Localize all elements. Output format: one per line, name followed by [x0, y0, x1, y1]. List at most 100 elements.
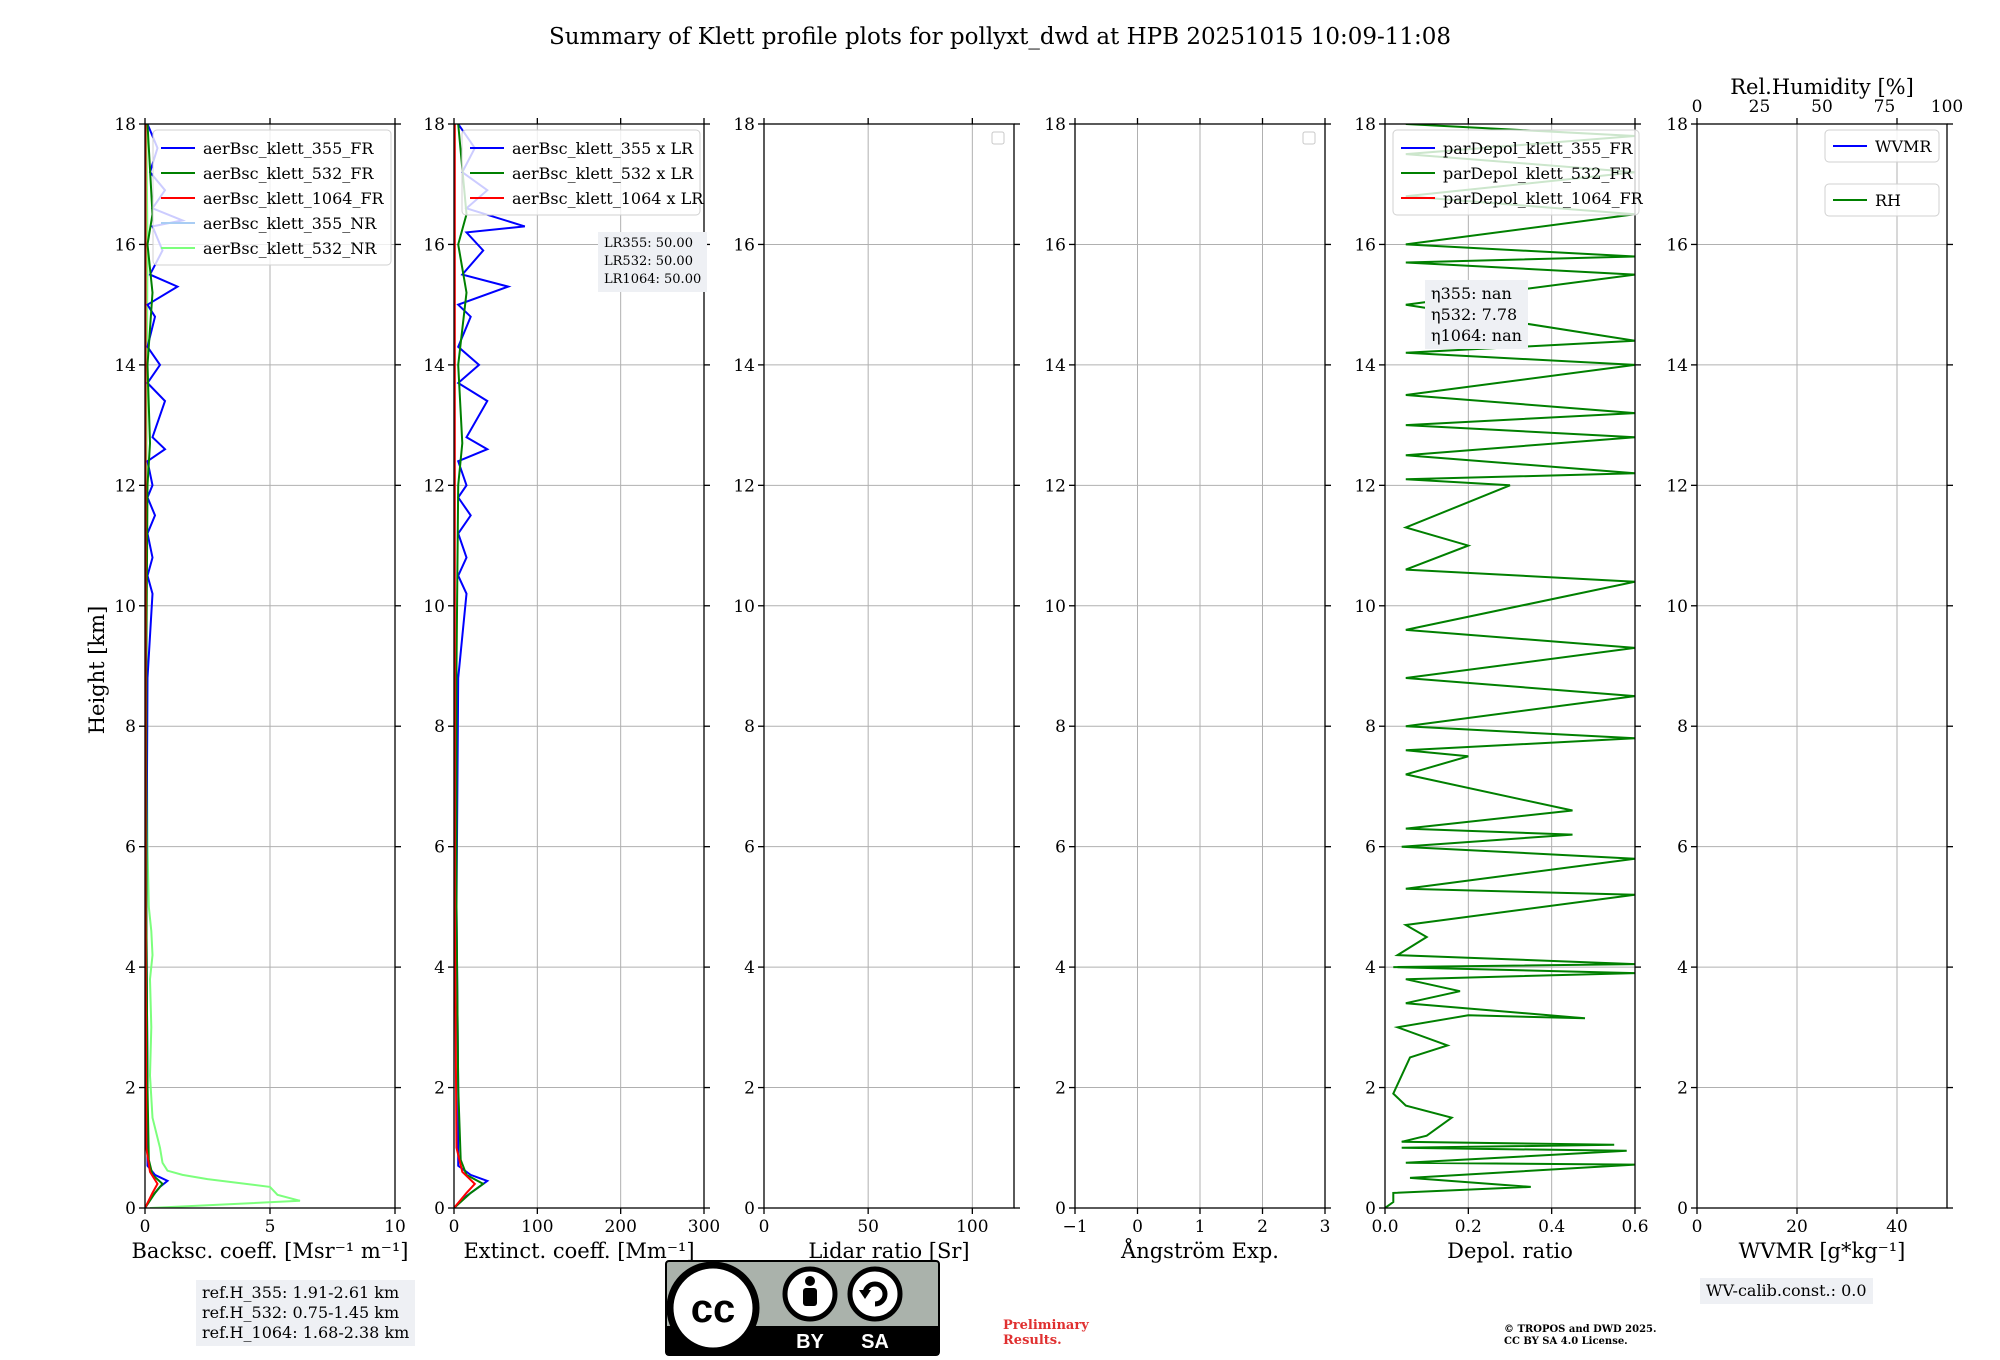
xtick-label-lidar-ratio: 50 [857, 1217, 879, 1237]
xtick-label-depolarization: 0.2 [1455, 1217, 1482, 1237]
x-axis-label-depolarization: Depol. ratio [1447, 1239, 1573, 1263]
ytick-label-water-vapor: 16 [1666, 235, 1688, 255]
legend-label-wvmr: WVMR [1875, 137, 1932, 156]
depol-calibration-annotation: η355: nan η532: 7.78 η1064: nan [1425, 280, 1528, 349]
ytick-label-extinction: 12 [423, 476, 445, 496]
preliminary-line-1: Preliminary [1003, 1318, 1089, 1333]
series-line-aerbsc-klett-532-x-lr [454, 124, 486, 1208]
ytick-label-angstroem: 6 [1055, 838, 1066, 858]
ytick-label-lidar-ratio: 4 [744, 958, 755, 978]
xtick-label-extinction: 100 [521, 1217, 553, 1237]
ytick-label-extinction: 16 [423, 235, 445, 255]
ref-height-355: ref.H_355: 1.91-2.61 km [202, 1283, 400, 1302]
xtick-label-extinction: 200 [604, 1217, 636, 1237]
ref-height-1064: ref.H_1064: 1.68-2.38 km [202, 1323, 410, 1342]
x-axis-label-water-vapor: WVMR [g*kg⁻¹] [1739, 1239, 1906, 1263]
ytick-label-lidar-ratio: 18 [733, 115, 755, 135]
axes-frame-water-vapor [1696, 123, 1948, 1209]
empty-legend-angstroem [1302, 131, 1316, 145]
ytick-label-angstroem: 12 [1044, 476, 1066, 496]
ytick-label-water-vapor: 12 [1666, 476, 1688, 496]
legend-label-pardepol-klett-532-fr: parDepol_klett_532_FR [1443, 164, 1634, 183]
ytick-label-depolarization: 16 [1354, 235, 1376, 255]
ytick-label-backscatter: 16 [114, 235, 136, 255]
preliminary-line-2: Results. [1003, 1333, 1062, 1348]
legend-label-aerbsc-klett-1064-fr: aerBsc_klett_1064_FR [203, 189, 385, 208]
ytick-label-angstroem: 8 [1055, 717, 1066, 737]
x-axis-label-backscatter: Backsc. coeff. [Msr⁻¹ m⁻¹] [132, 1239, 409, 1263]
ytick-label-depolarization: 8 [1365, 717, 1376, 737]
ytick-label-angstroem: 2 [1055, 1079, 1066, 1099]
legend-box-backscatter [152, 129, 392, 266]
ytick-label-angstroem: 0 [1055, 1199, 1066, 1219]
ytick-label-extinction: 4 [434, 958, 445, 978]
ytick-label-extinction: 6 [434, 838, 445, 858]
ytick-label-angstroem: 4 [1055, 958, 1066, 978]
axes-frame-lidar-ratio [763, 123, 1015, 1209]
axes-frame-depolarization [1384, 123, 1636, 1209]
legend-label-aerbsc-klett-532-x-lr: aerBsc_klett_532 x LR [512, 164, 694, 183]
reference-height-box: ref.H_355: 1.91-2.61 km ref.H_532: 0.75-… [196, 1280, 416, 1346]
ytick-label-water-vapor: 0 [1677, 1199, 1688, 1219]
ytick-label-depolarization: 2 [1365, 1079, 1376, 1099]
lr-355: LR355: 50.00 [604, 236, 693, 251]
ytick-label-lidar-ratio: 12 [733, 476, 755, 496]
wv-calibration-constant: WV-calib.const.: 0.0 [1700, 1278, 1873, 1304]
legend-label-aerbsc-klett-532-nr: aerBsc_klett_532_NR [203, 239, 377, 258]
ytick-label-lidar-ratio: 0 [744, 1199, 755, 1219]
ytick-label-water-vapor: 14 [1666, 356, 1688, 376]
secondary-x-axis-label-water-vapor: Rel.Humidity [%] [1730, 75, 1914, 99]
ytick-label-angstroem: 18 [1044, 115, 1066, 135]
xtick-label-water-vapor: 40 [1886, 1217, 1908, 1237]
ytick-label-backscatter: 6 [125, 838, 136, 858]
xtick-label-lidar-ratio: 0 [759, 1217, 770, 1237]
figure-title: Summary of Klett profile plots for polly… [549, 24, 1451, 50]
legend-box-extinction [461, 129, 701, 216]
secondary-xtick-label-water-vapor: 75 [1874, 97, 1896, 117]
eta-355: η355: nan [1431, 284, 1512, 303]
legend-label-aerbsc-klett-355-fr: aerBsc_klett_355_FR [203, 139, 374, 158]
legend-box-depolarization [1392, 129, 1640, 216]
xtick-label-lidar-ratio: 100 [956, 1217, 988, 1237]
ytick-label-lidar-ratio: 10 [733, 597, 755, 617]
xtick-label-water-vapor: 0 [1692, 1217, 1703, 1237]
ytick-label-depolarization: 6 [1365, 838, 1376, 858]
legend-label-aerbsc-klett-355-nr: aerBsc_klett_355_NR [203, 214, 377, 233]
ytick-label-water-vapor: 6 [1677, 838, 1688, 858]
cc-by-label: BY [796, 1331, 824, 1353]
x-axis-label-angstroem: Ångström Exp. [1120, 1238, 1279, 1263]
ytick-label-backscatter: 2 [125, 1079, 136, 1099]
cc-sa-label: SA [861, 1331, 889, 1353]
legend-label-aerbsc-klett-1064-x-lr: aerBsc_klett_1064 x LR [512, 189, 704, 208]
ytick-label-depolarization: 4 [1365, 958, 1376, 978]
ytick-label-water-vapor: 10 [1666, 597, 1688, 617]
series-line-aerbsc-klett-532-nr [145, 124, 301, 1208]
legend-label-aerbsc-klett-355-x-lr: aerBsc_klett_355 x LR [512, 139, 694, 158]
ytick-label-extinction: 8 [434, 717, 445, 737]
ytick-label-water-vapor: 4 [1677, 958, 1688, 978]
xtick-label-backscatter: 0 [140, 1217, 151, 1237]
ytick-label-angstroem: 10 [1044, 597, 1066, 617]
xtick-label-backscatter: 5 [265, 1217, 276, 1237]
lidar-ratio-annotation: LR355: 50.00 LR532: 50.00 LR1064: 50.00 [598, 232, 708, 292]
xtick-label-angstroem: 0 [1132, 1217, 1143, 1237]
copyright-note: © TROPOS and DWD 2025. CC BY SA 4.0 Lice… [1504, 1324, 1656, 1348]
xtick-label-angstroem: 1 [1195, 1217, 1206, 1237]
xtick-label-extinction: 300 [688, 1217, 720, 1237]
ytick-label-lidar-ratio: 16 [733, 235, 755, 255]
ytick-label-water-vapor: 8 [1677, 717, 1688, 737]
ytick-label-backscatter: 14 [114, 356, 136, 376]
legend-box-wvmr [1824, 129, 1940, 163]
legend-label-aerbsc-klett-532-fr: aerBsc_klett_532_FR [203, 164, 374, 183]
secondary-xtick-label-water-vapor: 50 [1811, 97, 1833, 117]
lr-1064: LR1064: 50.00 [604, 272, 702, 287]
ytick-label-angstroem: 16 [1044, 235, 1066, 255]
xtick-label-water-vapor: 20 [1786, 1217, 1808, 1237]
ref-height-532: ref.H_532: 0.75-1.45 km [202, 1303, 400, 1322]
secondary-xtick-label-water-vapor: 0 [1692, 97, 1703, 117]
xtick-label-depolarization: 0.6 [1621, 1217, 1648, 1237]
